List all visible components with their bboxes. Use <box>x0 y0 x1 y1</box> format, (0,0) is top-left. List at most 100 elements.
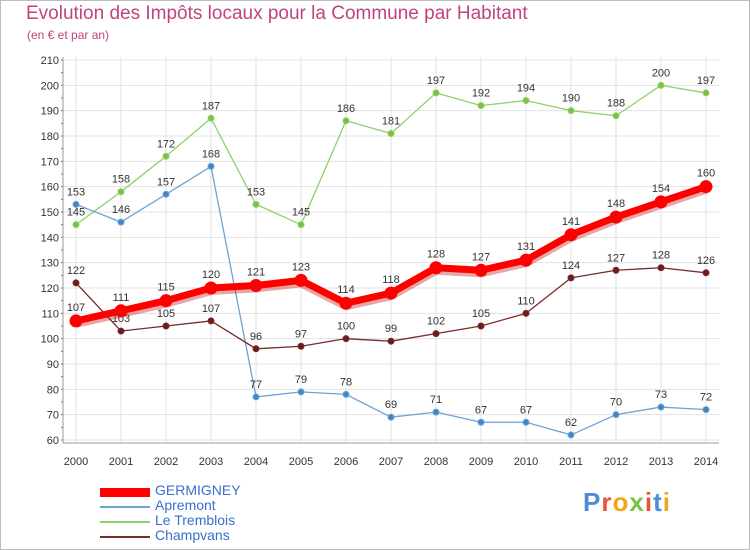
data-point <box>297 388 305 396</box>
y-tick-label: 70 <box>47 410 59 422</box>
data-label: 79 <box>295 374 307 386</box>
logo-letter: o <box>612 487 630 517</box>
data-point <box>387 129 395 137</box>
data-label: 141 <box>562 216 580 228</box>
data-label: 122 <box>67 265 85 277</box>
data-label: 190 <box>562 93 580 105</box>
x-tick-label: 2009 <box>469 456 493 468</box>
chart-subtitle: (en € et par an) <box>27 28 110 42</box>
data-point <box>522 309 530 317</box>
data-label: 96 <box>250 331 262 343</box>
data-point <box>387 337 395 345</box>
x-tick-label: 2003 <box>199 456 223 468</box>
legend-swatch <box>100 506 150 508</box>
y-tick-label: 200 <box>41 80 59 92</box>
data-point <box>72 279 80 287</box>
legend-label: GERMIGNEY <box>155 482 241 498</box>
data-point <box>564 228 578 242</box>
proxiti-logo: Proxiti <box>583 487 671 518</box>
data-point <box>609 210 623 224</box>
data-point <box>114 304 128 318</box>
data-point <box>702 89 710 97</box>
data-label: 192 <box>472 88 490 100</box>
data-point <box>657 264 665 272</box>
data-label: 153 <box>67 186 85 198</box>
data-point <box>522 418 530 426</box>
data-label: 62 <box>565 417 577 429</box>
data-label: 186 <box>337 103 355 115</box>
data-label: 153 <box>247 186 265 198</box>
x-tick-label: 2007 <box>379 456 403 468</box>
data-label: 111 <box>113 292 130 304</box>
data-label: 194 <box>517 83 535 95</box>
data-point <box>657 81 665 89</box>
data-label: 146 <box>112 204 130 216</box>
x-tick-label: 2010 <box>514 456 538 468</box>
chart-title: Evolution des Impôts locaux pour la Comm… <box>26 3 528 24</box>
data-point <box>252 200 260 208</box>
legend-swatch <box>100 488 150 497</box>
data-label: 127 <box>607 252 625 264</box>
data-label: 107 <box>67 302 85 314</box>
data-point <box>207 317 215 325</box>
data-point <box>432 89 440 97</box>
y-tick-label: 180 <box>41 131 59 143</box>
x-tick-label: 2013 <box>649 456 673 468</box>
data-label: 67 <box>475 404 487 416</box>
data-point <box>159 294 173 308</box>
data-point <box>702 406 710 414</box>
data-point <box>387 413 395 421</box>
logo-letter: t <box>653 487 663 517</box>
logo-letter: r <box>601 487 613 517</box>
logo-letter: P <box>583 487 602 517</box>
y-tick-label: 90 <box>47 359 59 371</box>
data-point <box>117 327 125 335</box>
data-point <box>522 97 530 105</box>
data-point <box>207 114 215 122</box>
data-label: 188 <box>607 98 625 110</box>
data-point <box>567 274 575 282</box>
data-point <box>519 253 533 267</box>
x-tick-label: 2014 <box>694 456 718 468</box>
data-label: 120 <box>202 269 220 281</box>
data-label: 123 <box>292 261 310 273</box>
data-label: 128 <box>427 249 445 261</box>
data-point <box>69 314 83 328</box>
data-point <box>249 278 263 292</box>
x-tick-label: 2005 <box>289 456 313 468</box>
data-label: 121 <box>247 266 265 278</box>
y-tick-label: 140 <box>41 232 59 244</box>
y-tick-label: 160 <box>41 182 59 194</box>
data-label: 69 <box>385 399 397 411</box>
data-point <box>612 411 620 419</box>
logo-letter: i <box>644 487 654 517</box>
y-tick-label: 130 <box>41 258 59 270</box>
legend-swatch <box>100 536 150 538</box>
data-point <box>252 393 260 401</box>
data-label: 145 <box>292 207 310 219</box>
x-tick-label: 2000 <box>64 456 88 468</box>
data-point <box>477 102 485 110</box>
data-point <box>384 286 398 300</box>
data-point <box>429 261 443 275</box>
x-tick-label: 2006 <box>334 456 358 468</box>
data-label: 200 <box>652 67 670 79</box>
data-point <box>162 190 170 198</box>
data-point <box>294 273 308 287</box>
data-label: 115 <box>157 282 175 294</box>
data-point <box>612 266 620 274</box>
data-label: 160 <box>697 168 715 180</box>
data-point <box>207 162 215 170</box>
legend-label: Champvans <box>155 527 230 543</box>
data-label: 77 <box>250 379 262 391</box>
data-point <box>204 281 218 295</box>
data-label: 197 <box>427 75 445 87</box>
y-tick-label: 110 <box>41 308 59 320</box>
data-point <box>612 112 620 120</box>
x-tick-label: 2004 <box>244 456 268 468</box>
x-tick-label: 2008 <box>424 456 448 468</box>
data-label: 148 <box>607 198 625 210</box>
data-label: 97 <box>295 328 307 340</box>
data-label: 131 <box>517 241 535 253</box>
